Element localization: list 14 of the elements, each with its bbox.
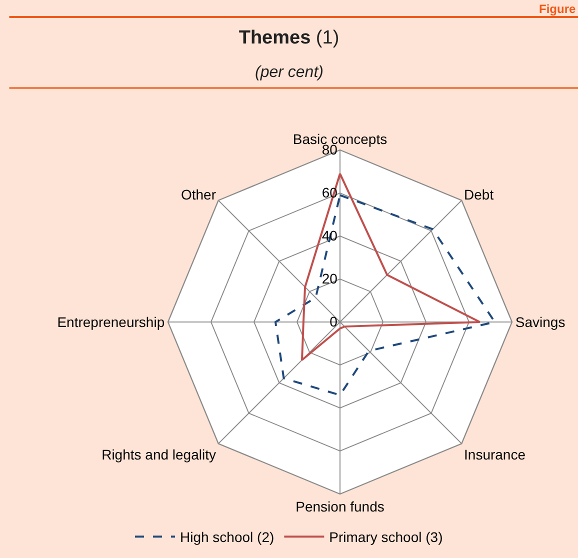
spoke-label: Insurance: [464, 446, 526, 462]
legend-label: High school (2): [180, 529, 274, 546]
legend-label: Primary school (3): [329, 529, 443, 546]
text: Figure: [539, 2, 576, 16]
spoke-label: Entrepreneurship: [57, 314, 165, 330]
y-tick-label: 20: [322, 270, 338, 287]
spoke-label: Debt: [464, 186, 494, 202]
chart-subtitle: (per cent): [255, 64, 324, 81]
spoke-label: Rights and legality: [102, 446, 216, 462]
spoke-label: Savings: [515, 314, 566, 330]
spoke-label: Pension funds: [296, 498, 384, 514]
spoke-label: Other: [180, 186, 216, 202]
y-tick-label: 0: [330, 314, 338, 330]
chart-title: Themes (1): [238, 28, 340, 49]
